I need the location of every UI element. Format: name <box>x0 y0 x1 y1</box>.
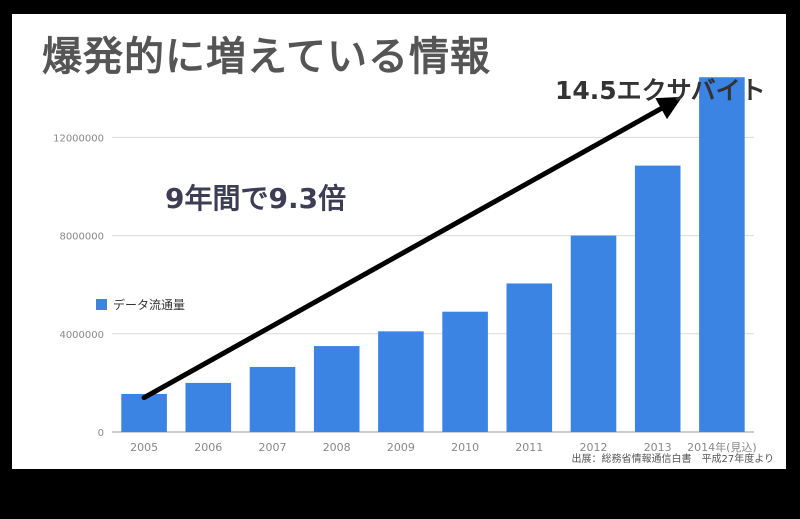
bar <box>570 235 617 432</box>
growth-callout: 9年間で9.3倍 <box>165 182 347 215</box>
bar <box>185 382 232 432</box>
source-note: 出展：総務省情報通信白書 平成27年度より <box>571 454 774 465</box>
x-tick-label: 2006 <box>194 441 222 454</box>
bar <box>442 311 488 432</box>
x-tick-label: 2007 <box>259 441 287 454</box>
bar <box>506 283 553 432</box>
x-tick-label: 2010 <box>451 441 479 454</box>
bar <box>378 331 424 432</box>
x-tick-label: 2012 <box>580 441 608 454</box>
bar <box>634 165 681 432</box>
y-tick-label: 4000000 <box>59 330 104 341</box>
x-tick-label: 2008 <box>323 441 351 454</box>
trend-arrow-shaft <box>141 106 664 401</box>
bar-chart: 0 4000000 8000000 12000000 2005 2006 2007 2008 2… <box>53 77 757 454</box>
peak-value-label: 14.5エクサバイト <box>555 76 766 105</box>
x-tick-label: 2013 <box>644 441 672 454</box>
trend-arrow-head <box>655 96 683 120</box>
bar <box>121 393 167 432</box>
bar <box>249 366 296 432</box>
x-tick-label: 2011 <box>515 441 543 454</box>
legend-label: データ流通量 <box>113 298 186 312</box>
x-tick-label: 2009 <box>387 441 415 454</box>
bar <box>699 77 745 432</box>
chart-legend: データ流通量 <box>96 296 185 313</box>
slide-title: 爆発的に増えている情報 <box>42 34 491 80</box>
x-tick-label: 2014年(見込) <box>687 440 757 454</box>
y-tick-label: 0 <box>98 428 104 439</box>
legend-swatch <box>96 299 107 310</box>
x-tick-label: 2005 <box>130 441 158 454</box>
y-tick-label: 8000000 <box>59 232 104 243</box>
bar <box>313 346 360 432</box>
y-tick-label: 12000000 <box>53 133 104 144</box>
slide: 爆発的に増えている情報 0 4000000 8000000 12000000 2005 2… <box>12 14 786 469</box>
